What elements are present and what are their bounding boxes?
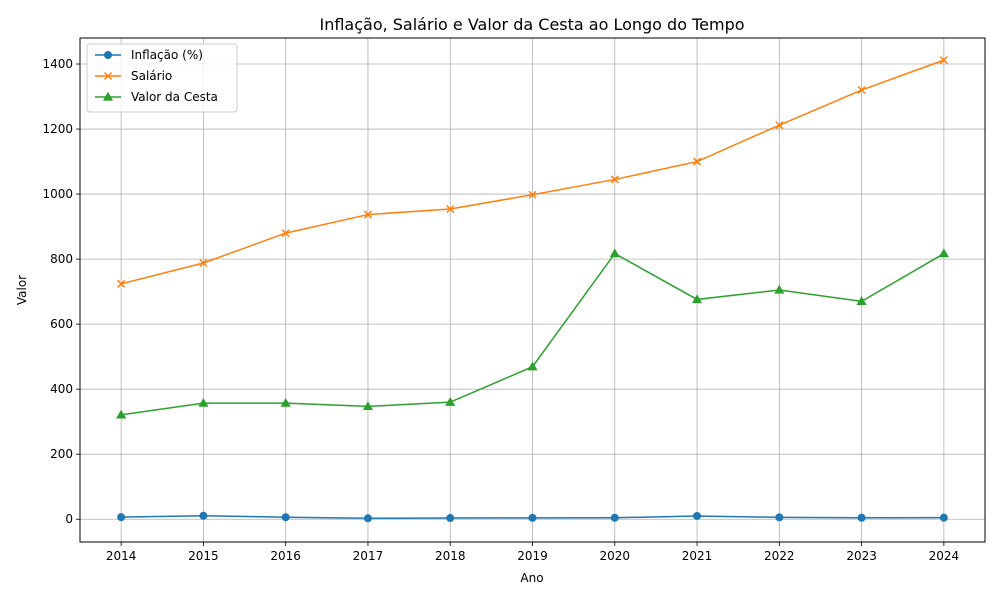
data-point-valor-da-cesta bbox=[280, 397, 291, 407]
legend-marker-salario bbox=[103, 71, 113, 81]
data-point-valor-da-cesta bbox=[198, 397, 209, 407]
data-point-salario bbox=[199, 258, 208, 268]
data-point-salario bbox=[363, 210, 372, 219]
data-point-salario bbox=[775, 121, 784, 130]
data-point-inflacao bbox=[693, 511, 702, 520]
y-tick-label: 200 bbox=[50, 447, 73, 461]
legend: Inflação (%) Salário Valor da Cesta bbox=[86, 43, 238, 113]
data-point-inflacao bbox=[117, 513, 126, 522]
data-point-inflacao bbox=[610, 513, 619, 522]
x-tick-label: 2016 bbox=[270, 549, 301, 563]
series-layer bbox=[116, 56, 949, 523]
legend-label-inflacao: Inflação (%) bbox=[131, 48, 203, 62]
data-point-salario bbox=[857, 85, 866, 95]
data-point-salario bbox=[446, 205, 455, 214]
data-point-valor-da-cesta bbox=[527, 361, 538, 371]
chart-title: Inflação, Salário e Valor da Cesta ao Lo… bbox=[319, 15, 744, 34]
data-point-inflacao bbox=[775, 513, 784, 522]
data-point-inflacao bbox=[281, 513, 290, 522]
x-tick-label: 2019 bbox=[517, 549, 548, 563]
data-point-inflacao bbox=[199, 511, 208, 520]
data-point-inflacao bbox=[857, 513, 866, 522]
data-point-salario bbox=[117, 279, 126, 288]
data-point-valor-da-cesta bbox=[609, 248, 620, 258]
data-point-inflacao bbox=[528, 513, 537, 522]
data-point-valor-da-cesta bbox=[691, 294, 703, 304]
x-tick-label: 2022 bbox=[764, 549, 795, 563]
y-tick-label: 1400 bbox=[42, 57, 73, 71]
data-point-valor-da-cesta bbox=[362, 401, 374, 411]
data-point-valor-da-cesta bbox=[856, 296, 867, 306]
x-tick-label: 2014 bbox=[106, 549, 137, 563]
data-point-inflacao bbox=[363, 514, 372, 523]
x-tick-label: 2021 bbox=[682, 549, 713, 563]
data-point-salario bbox=[528, 190, 537, 199]
x-tick-label: 2015 bbox=[188, 549, 219, 563]
legend-frame bbox=[86, 43, 238, 113]
legend-label-salario: Salário bbox=[131, 69, 172, 83]
data-point-valor-da-cesta bbox=[938, 248, 949, 258]
grid-lines bbox=[80, 38, 985, 542]
x-tick-label: 2018 bbox=[435, 549, 466, 563]
y-tick-label: 1000 bbox=[42, 187, 73, 201]
data-point-inflacao bbox=[446, 514, 455, 523]
axis-ticks: 2014 2015 2016 2017 2018 2019 2020 2021 2022 2023… bbox=[42, 57, 959, 563]
y-tick-label: 0 bbox=[65, 512, 73, 526]
y-tick-label: 600 bbox=[50, 317, 73, 331]
data-point-salario bbox=[610, 175, 619, 184]
data-point-valor-da-cesta bbox=[116, 409, 127, 419]
data-point-valor-da-cesta bbox=[774, 284, 785, 294]
legend-marker-inflacao bbox=[104, 51, 112, 59]
x-tick-label: 2024 bbox=[929, 549, 960, 563]
y-tick-label: 400 bbox=[50, 382, 73, 396]
data-point-salario bbox=[693, 157, 702, 166]
y-axis-title: Valor bbox=[15, 275, 29, 305]
data-point-valor-da-cesta bbox=[445, 396, 456, 406]
data-point-salario bbox=[281, 229, 290, 238]
x-axis-title: Ano bbox=[520, 571, 543, 585]
data-point-salario bbox=[939, 56, 948, 65]
x-tick-label: 2023 bbox=[846, 549, 877, 563]
y-tick-label: 1200 bbox=[42, 122, 73, 136]
legend-marker-valor-da-cesta bbox=[102, 91, 114, 101]
legend-label-valor-da-cesta: Valor da Cesta bbox=[131, 90, 218, 104]
x-tick-label: 2017 bbox=[353, 549, 384, 563]
x-tick-label: 2020 bbox=[599, 549, 630, 563]
y-tick-label: 800 bbox=[50, 252, 73, 266]
data-point-inflacao bbox=[939, 513, 948, 522]
